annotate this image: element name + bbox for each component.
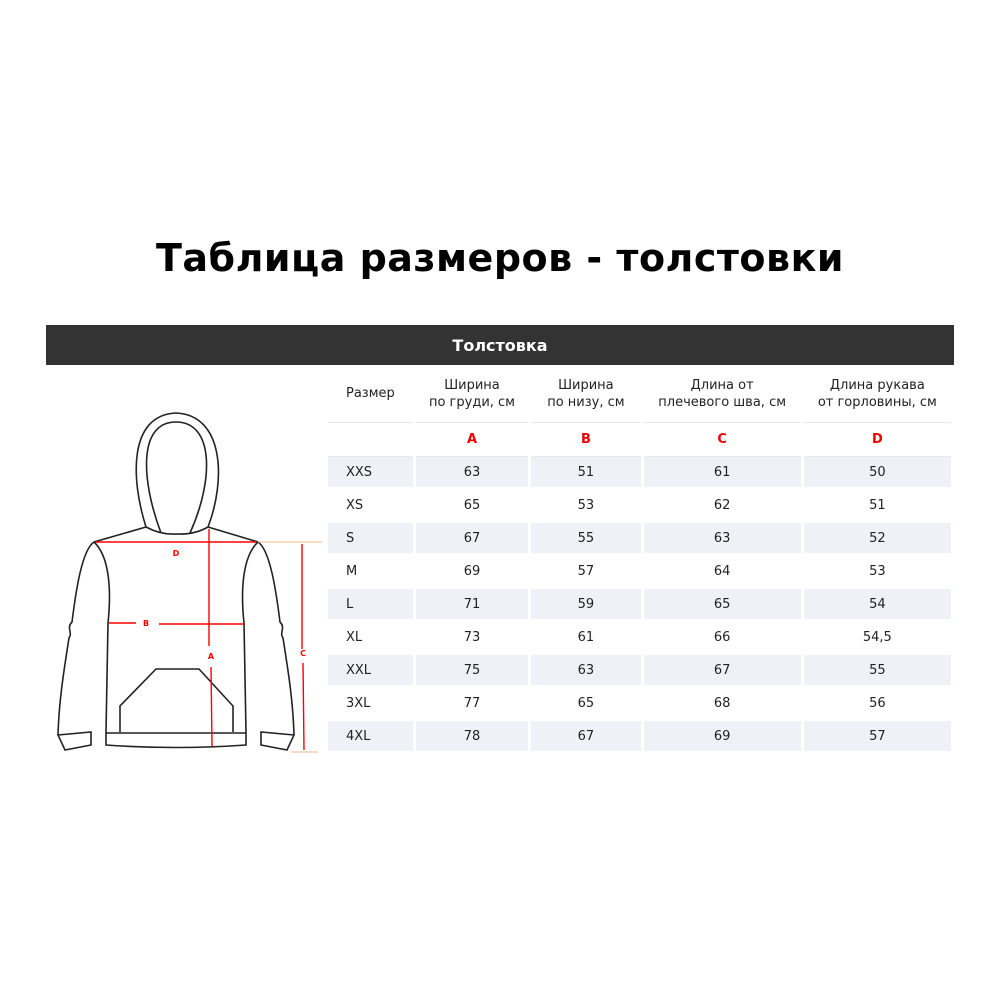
header-row: Размер Ширина по груди, см Ширина по низу, с…: [328, 365, 951, 423]
value-cell: 54,5: [803, 622, 951, 655]
value-cell: 65: [643, 589, 801, 622]
hoodie-outline: [56, 412, 296, 751]
size-cell: M: [328, 556, 413, 589]
value-cell: 66: [643, 622, 801, 655]
label-d: D: [173, 549, 180, 558]
page-title: Таблица размеров - толстовки: [155, 236, 845, 280]
column-header: Ширина по груди, см: [415, 365, 529, 423]
table-row: L 71 59 65 54: [328, 589, 951, 622]
value-cell: 52: [803, 523, 951, 556]
measure-letter: D: [803, 423, 951, 457]
size-cell: 3XL: [328, 688, 413, 721]
value-cell: 77: [415, 688, 529, 721]
size-cell: 4XL: [328, 721, 413, 754]
value-cell: 59: [531, 589, 641, 622]
value-cell: 68: [643, 688, 801, 721]
section-title: Толстовка: [452, 335, 548, 355]
value-cell: 55: [803, 655, 951, 688]
size-cell: S: [328, 523, 413, 556]
column-header: Длина от плечевого шва, см: [643, 365, 801, 423]
value-cell: 67: [643, 655, 801, 688]
value-cell: 54: [803, 589, 951, 622]
measure-letter: C: [643, 423, 801, 457]
value-cell: 57: [531, 556, 641, 589]
value-cell: 69: [643, 721, 801, 754]
label-c: C: [300, 649, 306, 658]
section-header: Толстовка: [46, 325, 954, 365]
value-cell: 78: [415, 721, 529, 754]
measure-letter: A: [415, 423, 529, 457]
table-row: XXL 75 63 67 55: [328, 655, 951, 688]
value-cell: 50: [803, 457, 951, 490]
value-cell: 55: [531, 523, 641, 556]
size-cell: XXL: [328, 655, 413, 688]
value-cell: 51: [803, 490, 951, 523]
table-row: S 67 55 63 52: [328, 523, 951, 556]
value-cell: 63: [415, 457, 529, 490]
value-cell: 73: [415, 622, 529, 655]
column-header: Ширина по низу, см: [531, 365, 641, 423]
value-cell: 63: [643, 523, 801, 556]
value-cell: 63: [531, 655, 641, 688]
value-cell: 65: [531, 688, 641, 721]
column-header: Длина рукава от горловины, см: [803, 365, 951, 423]
table-row: M 69 57 64 53: [328, 556, 951, 589]
value-cell: 67: [415, 523, 529, 556]
label-b: B: [143, 619, 149, 628]
table-row: 4XL 78 67 69 57: [328, 721, 951, 754]
value-cell: 61: [531, 622, 641, 655]
size-table: Размер Ширина по груди, см Ширина по низу, с…: [325, 365, 954, 754]
value-cell: 62: [643, 490, 801, 523]
guide-lines: [258, 541, 322, 753]
value-cell: 71: [415, 589, 529, 622]
table-row: XS 65 53 62 51: [328, 490, 951, 523]
value-cell: 75: [415, 655, 529, 688]
measure-letter: [328, 423, 413, 457]
value-cell: 56: [803, 688, 951, 721]
size-cell: XS: [328, 490, 413, 523]
size-cell: XXS: [328, 457, 413, 490]
table-row: XXS 63 51 61 50: [328, 457, 951, 490]
table-row: 3XL 77 65 68 56: [328, 688, 951, 721]
size-cell: XL: [328, 622, 413, 655]
table-row: XL 73 61 66 54,5: [328, 622, 951, 655]
value-cell: 65: [415, 490, 529, 523]
value-cell: 53: [803, 556, 951, 589]
measure-letter: B: [531, 423, 641, 457]
label-a: A: [208, 652, 215, 661]
value-cell: 67: [531, 721, 641, 754]
measure-arrows: [96, 529, 305, 751]
value-cell: 64: [643, 556, 801, 589]
value-cell: 51: [531, 457, 641, 490]
value-cell: 69: [415, 556, 529, 589]
column-header: Размер: [328, 365, 413, 423]
size-cell: L: [328, 589, 413, 622]
value-cell: 61: [643, 457, 801, 490]
hoodie-diagram: D B A C: [56, 412, 322, 753]
value-cell: 57: [803, 721, 951, 754]
value-cell: 53: [531, 490, 641, 523]
